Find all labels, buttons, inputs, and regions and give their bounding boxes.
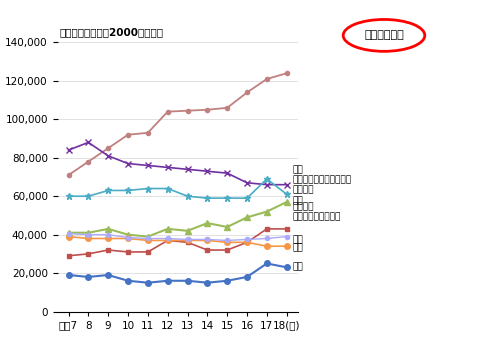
- Text: 建設
（除電気通信施設建設）: 建設 （除電気通信施設建設）: [293, 165, 352, 185]
- Text: 輸送機械
卸売: 輸送機械 卸売: [293, 185, 314, 205]
- Text: （単位：十億円、2000年価格）: （単位：十億円、2000年価格）: [60, 27, 164, 37]
- Text: 鉄鋼: 鉄鋼: [293, 263, 303, 272]
- Text: 情報通信産業: 情報通信産業: [364, 30, 404, 40]
- Text: 小売: 小売: [293, 244, 303, 253]
- Text: 電気機械
（除情報通信機器）: 電気機械 （除情報通信機器）: [293, 202, 341, 221]
- Text: 運輸: 運輸: [293, 235, 303, 244]
